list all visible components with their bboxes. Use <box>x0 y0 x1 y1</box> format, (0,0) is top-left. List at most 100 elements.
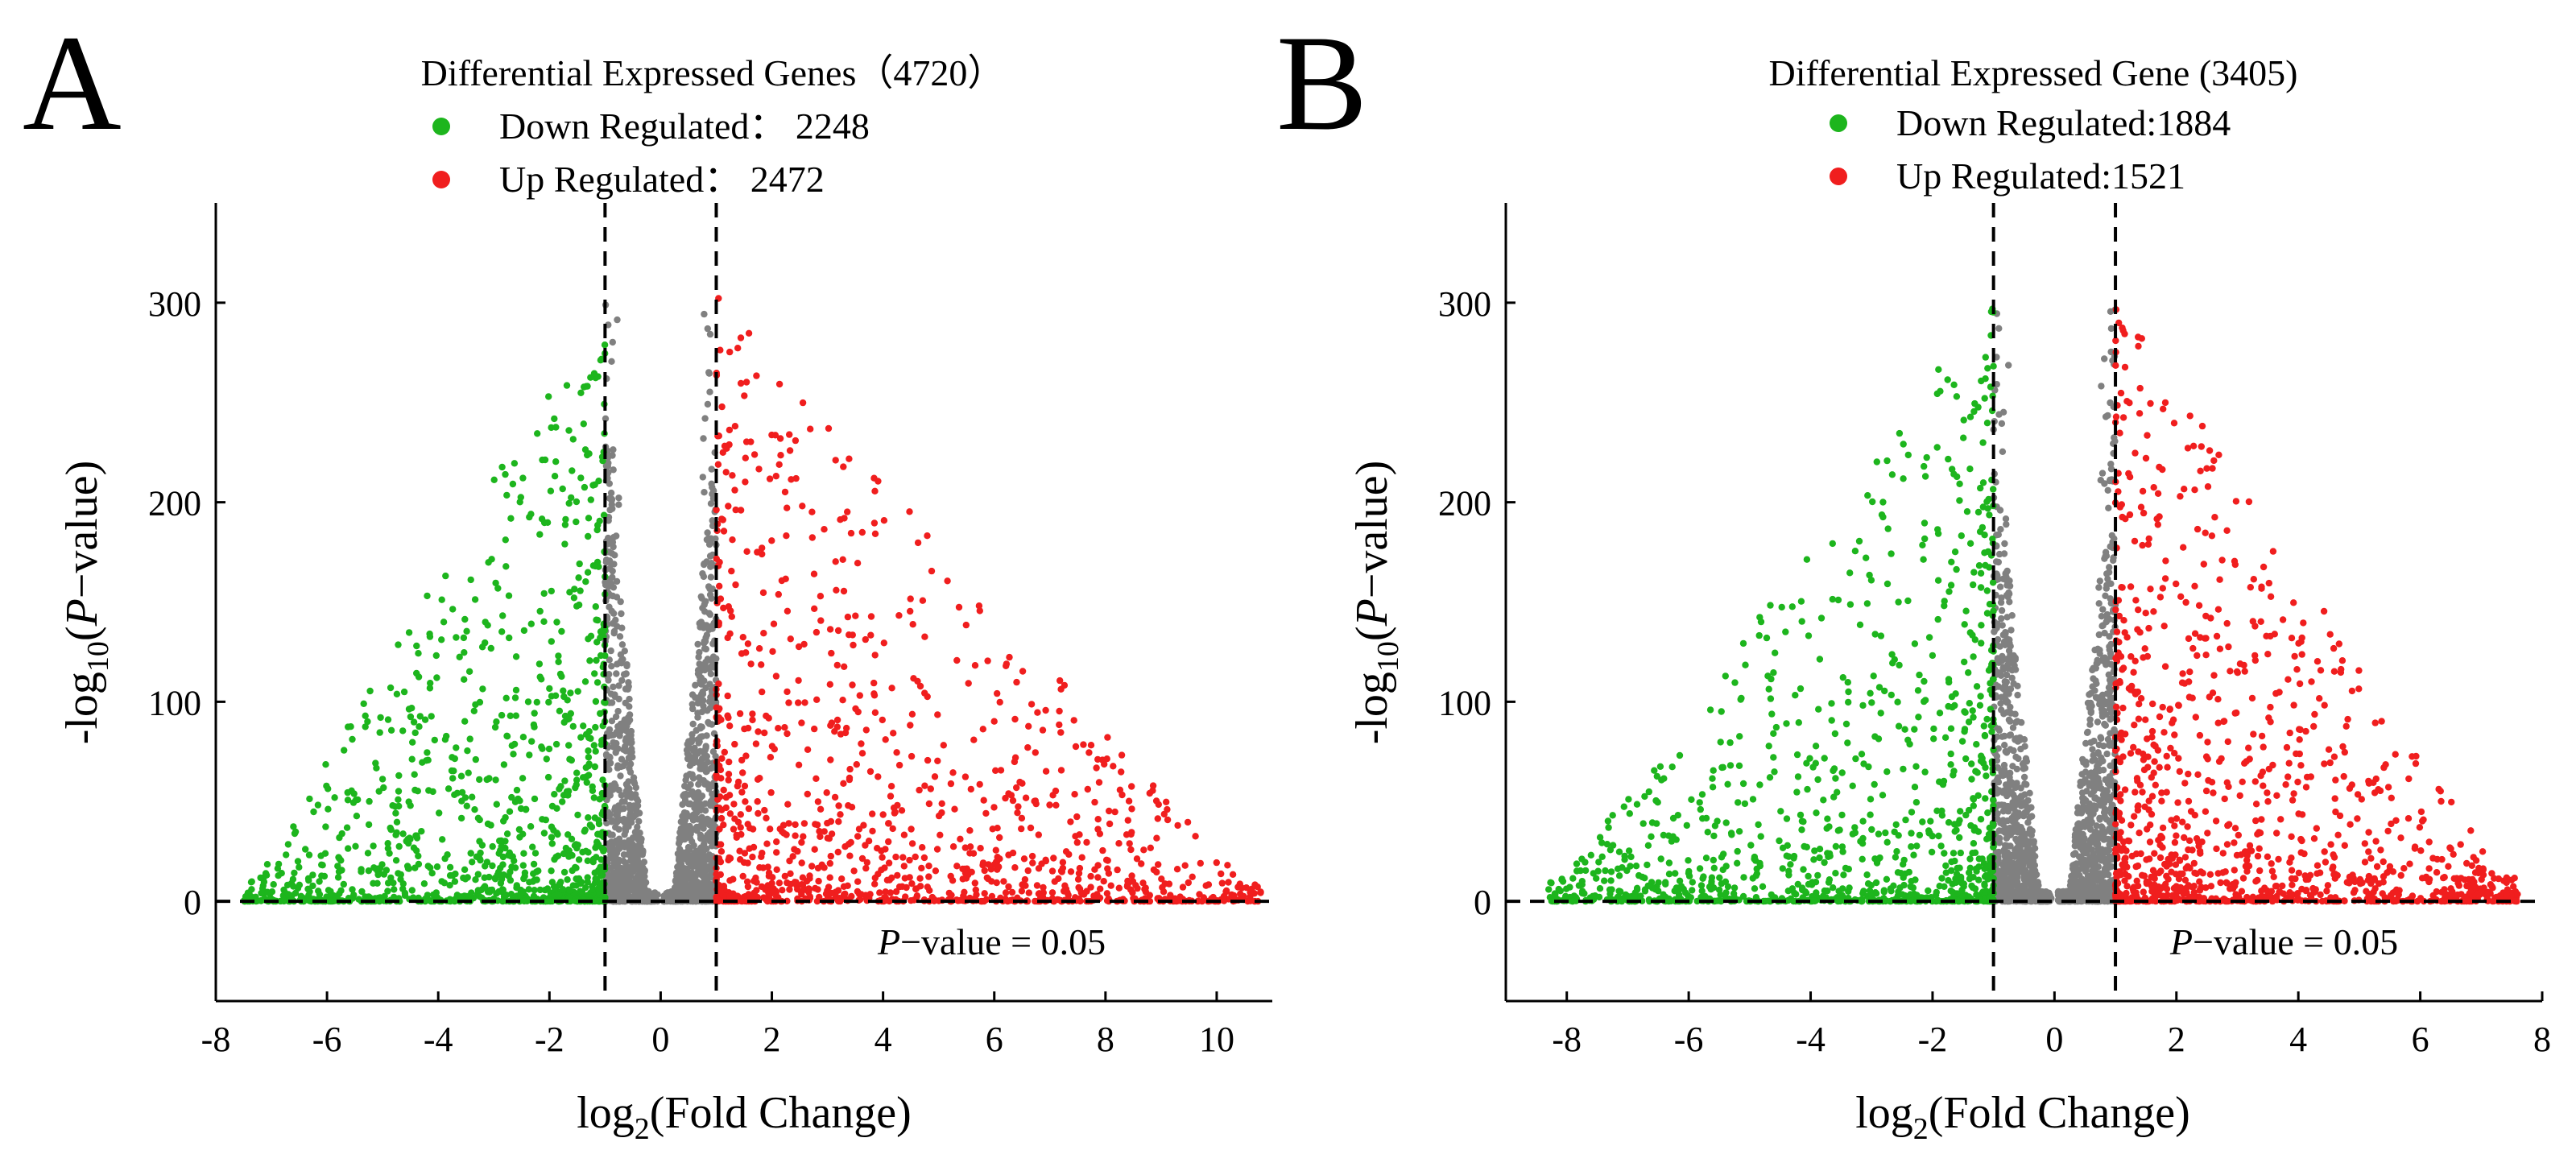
data-point <box>858 891 865 898</box>
data-point <box>1106 820 1114 828</box>
data-point <box>1999 817 2007 824</box>
data-point <box>558 672 565 681</box>
data-point <box>626 739 634 747</box>
data-point <box>846 765 854 773</box>
data-point <box>766 475 774 482</box>
data-point <box>717 346 724 354</box>
data-point <box>531 887 538 894</box>
data-point <box>800 640 808 648</box>
data-point <box>992 846 1000 854</box>
data-point <box>744 859 751 867</box>
data-point <box>1094 874 1102 881</box>
data-point <box>1070 717 1077 724</box>
data-point <box>738 788 746 796</box>
data-point <box>784 730 791 738</box>
data-point <box>1164 816 1172 824</box>
data-point <box>924 756 932 764</box>
data-point <box>968 868 975 876</box>
data-point <box>1174 821 1181 830</box>
data-point <box>742 478 749 486</box>
data-point <box>903 883 910 892</box>
data-point <box>1009 849 1017 857</box>
data-point <box>436 809 443 817</box>
data-point <box>519 474 527 482</box>
data-point <box>694 640 701 648</box>
data-point <box>795 643 803 651</box>
data-point <box>248 886 255 893</box>
data-point <box>768 537 775 544</box>
data-point <box>595 817 602 824</box>
data-point <box>1185 879 1193 887</box>
data-point <box>759 550 766 558</box>
data-point <box>400 688 408 696</box>
data-point <box>687 781 694 788</box>
data-point <box>615 494 622 502</box>
data-point <box>2102 722 2109 729</box>
data-point <box>322 823 329 830</box>
data-point <box>709 483 716 491</box>
data-point <box>823 789 830 797</box>
data-point <box>871 874 879 882</box>
data-point <box>891 809 899 817</box>
data-point <box>374 879 381 888</box>
data-point <box>951 805 958 813</box>
data-point <box>750 889 758 897</box>
data-point <box>763 814 770 821</box>
data-point <box>608 358 615 365</box>
data-point <box>970 736 978 743</box>
data-point <box>540 830 548 837</box>
data-point <box>2069 850 2078 859</box>
data-point <box>535 660 544 668</box>
data-point <box>693 797 701 805</box>
data-point <box>413 847 420 854</box>
data-point <box>965 680 972 687</box>
data-point <box>458 788 466 797</box>
data-point <box>716 558 723 566</box>
data-point <box>934 757 941 764</box>
data-point <box>606 753 614 760</box>
data-point <box>592 844 599 851</box>
data-point <box>602 415 610 422</box>
data-point <box>471 596 479 603</box>
data-point <box>1094 816 1102 823</box>
data-point <box>945 889 953 897</box>
data-point <box>1019 881 1026 888</box>
data-point <box>481 874 488 882</box>
data-point <box>844 508 851 515</box>
data-point <box>590 794 597 801</box>
data-point <box>565 427 573 434</box>
data-point <box>366 797 373 805</box>
data-point <box>506 634 513 642</box>
data-point <box>849 681 856 689</box>
data-point <box>575 856 583 863</box>
data-point <box>498 711 506 719</box>
data-point <box>614 722 622 730</box>
data-point <box>485 775 492 783</box>
data-point <box>1110 763 1117 770</box>
data-point <box>358 866 365 873</box>
data-point <box>676 854 683 862</box>
data-point <box>879 811 887 818</box>
data-point <box>729 472 736 479</box>
data-point <box>1247 893 1254 900</box>
data-point <box>863 859 871 867</box>
data-point <box>544 897 552 905</box>
data-point <box>874 845 881 852</box>
data-point <box>734 782 742 790</box>
data-point <box>573 498 581 506</box>
data-point <box>696 881 703 888</box>
data-point <box>395 788 403 795</box>
scatter-points-b <box>1545 305 2521 905</box>
data-point <box>365 867 372 875</box>
data-point <box>836 895 843 902</box>
data-point <box>850 641 857 649</box>
data-point <box>781 872 788 880</box>
data-point <box>775 461 783 468</box>
data-point <box>805 886 813 893</box>
data-point <box>467 576 474 584</box>
data-point <box>707 563 714 570</box>
data-point <box>561 712 569 720</box>
data-point <box>1105 897 1113 905</box>
data-point <box>540 618 548 625</box>
data-point <box>838 875 846 883</box>
